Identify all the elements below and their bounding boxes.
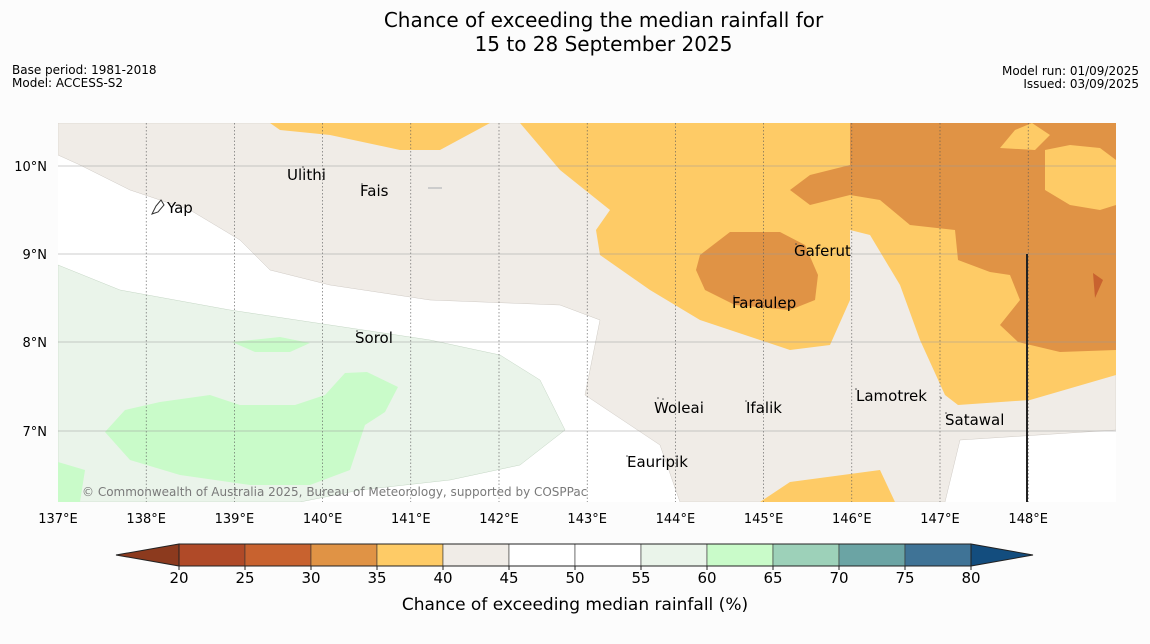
gaferut-dot (795, 243, 797, 245)
latitude-labels: 10°N 9°N 8°N 7°N (14, 160, 47, 440)
colorbar-tick-label: 45 (499, 569, 518, 587)
colorbar-tick-label: 50 (565, 569, 584, 587)
title-line-1: Chance of exceeding the median rainfall … (383, 8, 824, 32)
colorbar-cell (640, 543, 708, 567)
lon-label: 145°E (744, 512, 784, 527)
gridlines (58, 123, 1116, 502)
reef-mark (428, 187, 442, 189)
lamotrek-dot (855, 388, 857, 390)
colorbar-cell (178, 543, 246, 567)
sorol-dot (356, 330, 358, 332)
lat-label: 8°N (23, 336, 48, 351)
satawal-dot (945, 412, 947, 414)
label-yap: Yap (166, 199, 193, 217)
map-title: Chance of exceeding the median rainfall … (0, 8, 1150, 56)
eauripik-dot (626, 455, 628, 457)
lon-label: 141°E (391, 512, 431, 527)
yap-island-outline (151, 199, 165, 215)
ulithi-dot (302, 166, 304, 168)
ifalik-dot (745, 400, 747, 402)
colorbar-cell (376, 543, 444, 567)
lat-label: 10°N (14, 160, 47, 175)
model-name: Model: ACCESS-S2 (12, 76, 124, 90)
colorbar-cell (310, 543, 378, 567)
colorbar-cell (772, 543, 840, 567)
label-faraulep: Faraulep (732, 294, 796, 312)
colorbar-tick-label: 60 (697, 569, 716, 587)
colorbar-cell (706, 543, 774, 567)
lon-label: 148°E (1008, 512, 1048, 527)
lon-label: 146°E (832, 512, 872, 527)
lon-label: 139°E (215, 512, 255, 527)
colorbar-cells (178, 543, 972, 567)
colorbar-cell (904, 543, 972, 567)
band-25-30 (1093, 273, 1103, 298)
label-fais: Fais (360, 182, 389, 200)
woleai-dot (657, 397, 659, 399)
colorbar-tick-label: 70 (829, 569, 848, 587)
colorbar-tick-label: 80 (961, 569, 980, 587)
island-marks (151, 166, 947, 457)
base-period: Base period: 1981-2018 (12, 63, 157, 77)
band-35-40-south (760, 470, 895, 502)
band-60-65-b (105, 372, 398, 485)
lon-label: 144°E (656, 512, 696, 527)
faraulep-dot (733, 295, 735, 297)
title-line-2: 15 to 28 September 2025 (474, 32, 733, 56)
colorbar-cell (244, 543, 312, 567)
colorbar-tick-label: 35 (367, 569, 386, 587)
place-labels: Yap Ulithi Fais Sorol Gaferut Faraulep W… (166, 166, 1004, 471)
colorbar-cell (838, 543, 906, 567)
label-gaferut: Gaferut (794, 242, 851, 260)
label-sorol: Sorol (355, 329, 393, 347)
colorbar-cell (508, 543, 576, 567)
colorbar: 20 25 30 35 40 45 50 55 60 65 70 75 80 Chance of exc… (115, 543, 1034, 615)
colorbar-tick-label: 20 (169, 569, 188, 587)
issued-date: Issued: 03/09/2025 (1023, 77, 1139, 91)
copyright-notice: © Commonwealth of Australia 2025, Bureau… (82, 485, 587, 499)
label-ulithi: Ulithi (287, 166, 326, 184)
longitude-labels: 137°E 138°E 139°E 140°E 141°E 142°E 143°E 144°E… (38, 512, 1048, 527)
lat-label: 9°N (23, 248, 48, 263)
colorbar-tick-label: 55 (631, 569, 650, 587)
lat-label: 7°N (23, 425, 48, 440)
band-35-40-hole-a (1045, 145, 1116, 210)
band-60-65-c (58, 462, 85, 502)
label-eauripik: Eauripik (627, 453, 688, 471)
band-60-65-a (232, 337, 310, 352)
run-info: Model run: 01/09/2025 Issued: 03/09/2025 (1002, 65, 1139, 91)
band-35-40-north (270, 123, 490, 150)
lon-label: 147°E (920, 512, 960, 527)
lon-label: 138°E (126, 512, 166, 527)
colorbar-tick-label: 40 (433, 569, 452, 587)
satawal-islet-dot (940, 397, 942, 399)
colorbar-low-extension (115, 543, 180, 567)
colorbar-ticks: 20 25 30 35 40 45 50 55 60 65 70 75 80 (169, 566, 981, 587)
colorbar-high-extension (970, 543, 1034, 567)
colorbar-cell (442, 543, 510, 567)
woleai-dot-2 (662, 398, 664, 400)
lon-label: 142°E (479, 512, 519, 527)
colorbar-label: Chance of exceeding median rainfall (%) (402, 595, 748, 615)
fais-dot (361, 183, 363, 185)
label-woleai: Woleai (654, 399, 704, 417)
model-run: Model run: 01/09/2025 (1001, 64, 1139, 78)
lon-label: 140°E (303, 512, 343, 527)
model-info: Base period: 1981-2018 Model: ACCESS-S2 (12, 64, 157, 90)
colorbar-cell (574, 543, 642, 567)
colorbar-tick-label: 30 (301, 569, 320, 587)
band-30-35-faraulep (696, 232, 818, 310)
colorbar-tick-label: 65 (763, 569, 782, 587)
colorbar-tick-label: 75 (895, 569, 914, 587)
colorbar-tick-label: 25 (235, 569, 254, 587)
lon-label: 143°E (567, 512, 607, 527)
band-35-40-hole-b (1000, 123, 1050, 150)
band-30-35-east (790, 123, 1116, 352)
label-lamotrek: Lamotrek (856, 387, 927, 405)
label-satawal: Satawal (945, 411, 1004, 429)
lon-label: 137°E (38, 512, 78, 527)
label-ifalik: Ifalik (746, 399, 782, 417)
